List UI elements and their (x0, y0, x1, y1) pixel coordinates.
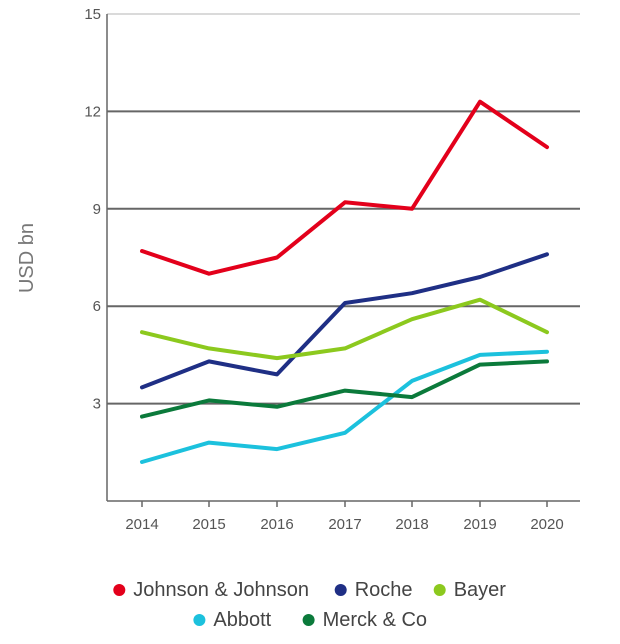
legend-label: Abbott (213, 609, 271, 631)
legend: Johnson & Johnson Roche Bayer Abbott Merck &… (113, 579, 506, 631)
axes: 3 6 9 12 15 2014 2015 2016 2017 2018 2019 2020 USD b… (16, 6, 580, 533)
series-line-bayer (140, 297, 549, 361)
x-tick-label: 2018 (395, 516, 428, 533)
legend-marker (193, 614, 206, 626)
y-tick-label: 6 (93, 298, 101, 315)
legend-marker (113, 584, 126, 596)
legend-item-roche: Roche (334, 579, 413, 601)
x-tick-label: 2020 (530, 516, 563, 533)
series-line-johnson-johnson (140, 99, 549, 276)
series-line-abbott (140, 349, 549, 464)
series-line-merck-co (140, 359, 549, 419)
x-tick-label: 2017 (328, 516, 361, 533)
x-tick-label: 2014 (125, 516, 158, 533)
legend-marker (433, 584, 446, 596)
x-tick-label: 2019 (463, 516, 496, 533)
y-axis-title: USD bn (16, 223, 38, 293)
y-tick-label: 12 (84, 103, 101, 120)
legend-item-merck-co: Merck & Co (302, 609, 427, 631)
legend-label: Roche (355, 579, 413, 601)
x-tick-label: 2015 (192, 516, 225, 533)
legend-item-abbott: Abbott (193, 609, 272, 631)
legend-marker (302, 614, 315, 626)
x-tick-label: 2016 (260, 516, 293, 533)
y-tick-label: 9 (93, 201, 101, 218)
legend-label: Johnson & Johnson (133, 579, 309, 601)
legend-label: Merck & Co (323, 609, 427, 631)
y-tick-label: 15 (84, 6, 101, 23)
y-tick-label: 3 (93, 396, 101, 413)
series-line-roche (140, 252, 549, 390)
legend-item-bayer: Bayer (433, 579, 507, 601)
legend-item-johnson-johnson: Johnson & Johnson (113, 579, 309, 601)
series-lines (140, 99, 549, 464)
gridlines (107, 13, 580, 405)
legend-marker (334, 584, 347, 596)
legend-label: Bayer (454, 579, 507, 601)
